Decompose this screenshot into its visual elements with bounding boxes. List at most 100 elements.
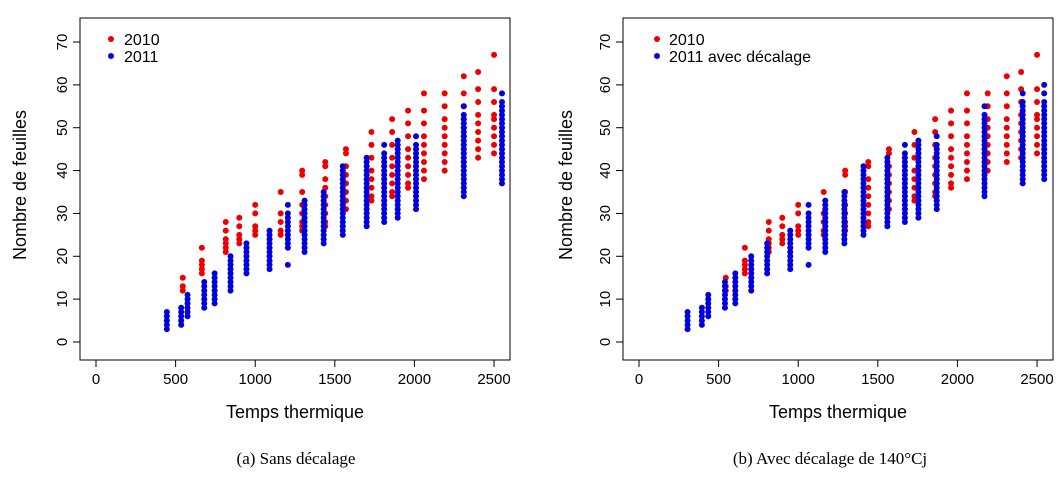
panel-caption: (b) Avec décalage de 140°Cj bbox=[733, 449, 927, 468]
data-point bbox=[441, 116, 448, 123]
data-point bbox=[201, 283, 208, 290]
data-point bbox=[721, 300, 728, 307]
data-point bbox=[499, 90, 505, 97]
data-point bbox=[491, 116, 498, 123]
x-tick-label: 1000 bbox=[782, 371, 815, 388]
data-point bbox=[227, 253, 234, 260]
data-point bbox=[1041, 133, 1048, 140]
data-point bbox=[475, 154, 482, 161]
data-point bbox=[948, 184, 955, 191]
data-point bbox=[339, 193, 346, 200]
data-point bbox=[684, 313, 691, 320]
data-point bbox=[394, 184, 401, 191]
data-point bbox=[381, 206, 388, 213]
data-point bbox=[787, 231, 794, 238]
data-point bbox=[764, 266, 771, 273]
data-point bbox=[860, 167, 867, 174]
data-point bbox=[394, 167, 401, 174]
data-point bbox=[320, 210, 327, 217]
data-point bbox=[405, 163, 412, 170]
data-point bbox=[339, 223, 346, 230]
data-point bbox=[252, 210, 259, 217]
data-point bbox=[368, 141, 375, 148]
data-point bbox=[222, 240, 229, 247]
data-point bbox=[1019, 163, 1026, 170]
data-point bbox=[901, 159, 908, 165]
data-point bbox=[499, 146, 505, 153]
data-point bbox=[236, 240, 243, 247]
data-point bbox=[884, 197, 891, 204]
data-point bbox=[884, 176, 891, 183]
data-point bbox=[460, 176, 467, 183]
data-point bbox=[320, 219, 327, 225]
data-point bbox=[933, 167, 940, 174]
data-point bbox=[1019, 120, 1026, 127]
data-point bbox=[277, 227, 284, 234]
data-point bbox=[499, 99, 505, 105]
data-point bbox=[705, 309, 712, 315]
data-point bbox=[948, 171, 955, 178]
data-point bbox=[1019, 180, 1026, 187]
data-point bbox=[475, 99, 482, 105]
data-point bbox=[405, 154, 412, 161]
data-point bbox=[981, 116, 988, 123]
x-tick-label: 2500 bbox=[1020, 371, 1053, 388]
data-point bbox=[1003, 103, 1010, 110]
data-point bbox=[460, 141, 467, 148]
data-point bbox=[363, 193, 370, 200]
data-point bbox=[884, 193, 891, 200]
data-point bbox=[420, 141, 427, 148]
data-point bbox=[381, 210, 388, 217]
data-point bbox=[865, 223, 872, 230]
data-point bbox=[1041, 99, 1048, 105]
data-point bbox=[721, 287, 728, 294]
data-point bbox=[405, 133, 412, 140]
data-point bbox=[460, 163, 467, 170]
data-point bbox=[963, 176, 970, 183]
data-point bbox=[933, 189, 940, 195]
data-point bbox=[178, 321, 185, 328]
data-point bbox=[179, 283, 186, 290]
data-point bbox=[764, 270, 771, 277]
data-point bbox=[948, 163, 955, 170]
data-point bbox=[405, 107, 412, 114]
data-point bbox=[901, 210, 908, 217]
data-point bbox=[322, 176, 329, 183]
data-point bbox=[822, 210, 829, 217]
data-point bbox=[277, 210, 284, 217]
data-point bbox=[933, 133, 940, 140]
data-point bbox=[389, 116, 396, 123]
data-point bbox=[198, 270, 205, 277]
data-point bbox=[499, 163, 505, 170]
data-point bbox=[413, 197, 420, 204]
data-point bbox=[460, 150, 467, 157]
data-point bbox=[284, 236, 291, 243]
data-point bbox=[1003, 124, 1010, 131]
data-point bbox=[884, 206, 891, 213]
data-point bbox=[491, 133, 498, 140]
data-point bbox=[499, 176, 505, 183]
data-point bbox=[933, 159, 940, 165]
data-point bbox=[320, 206, 327, 213]
data-point bbox=[227, 283, 234, 290]
data-point bbox=[420, 176, 427, 183]
data-point bbox=[860, 197, 867, 204]
data-point bbox=[805, 244, 812, 251]
data-point bbox=[1019, 141, 1026, 148]
y-tick-label: 30 bbox=[597, 205, 614, 222]
legend: 2010 2011 bbox=[108, 32, 160, 66]
data-point bbox=[363, 223, 370, 230]
data-point bbox=[163, 321, 170, 328]
data-point bbox=[805, 219, 812, 225]
legend-marker-2010 bbox=[654, 36, 660, 42]
data-point bbox=[1034, 99, 1041, 105]
data-point bbox=[339, 189, 346, 195]
data-point bbox=[320, 231, 327, 238]
data-point bbox=[865, 159, 872, 165]
data-point bbox=[222, 249, 229, 255]
data-point bbox=[363, 176, 370, 183]
data-point bbox=[284, 240, 291, 247]
data-point bbox=[320, 223, 327, 230]
x-tick-label: 500 bbox=[706, 371, 731, 388]
